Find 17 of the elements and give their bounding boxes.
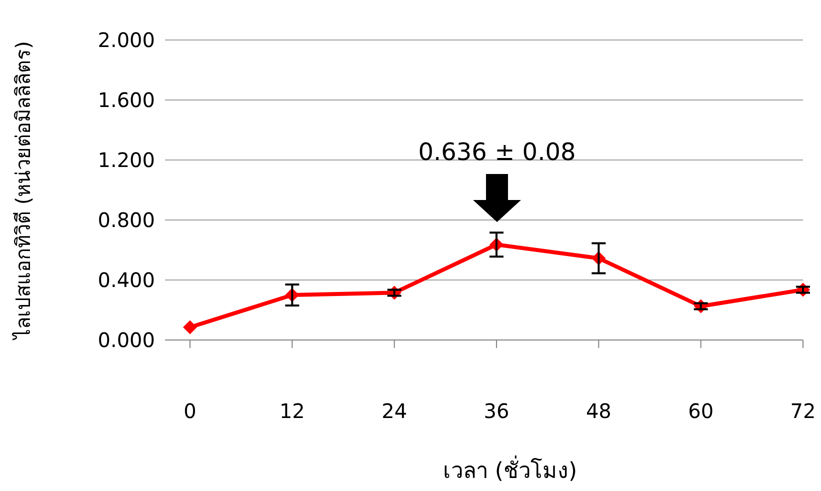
y-tick-label: 1.200 [98,148,155,172]
point [183,320,197,334]
y-tick-label: 0.000 [98,328,155,352]
y-tick-label: 0.800 [98,208,155,232]
y-axis-title: ไลเปสแอกทิวิตี (หน่วยต่อมิลลิลิตร) [11,41,35,341]
x-tick-label: 72 [790,399,816,423]
x-tick-label: 24 [382,399,408,423]
y-tick-label: 2.000 [98,28,155,52]
x-tick-label: 36 [484,399,510,423]
y-tick-label: 1.600 [98,88,155,112]
x-tick-label: 60 [688,399,714,423]
x-tick-label: 0 [184,399,196,423]
annotation: 0.636 ± 0.08 [418,138,576,166]
x-tick-label: 12 [279,399,305,423]
y-tick-label: 0.400 [98,268,155,292]
x-axis-title: เวลา (ชั่วโมง) [442,455,578,484]
x-tick-label: 48 [586,399,612,423]
